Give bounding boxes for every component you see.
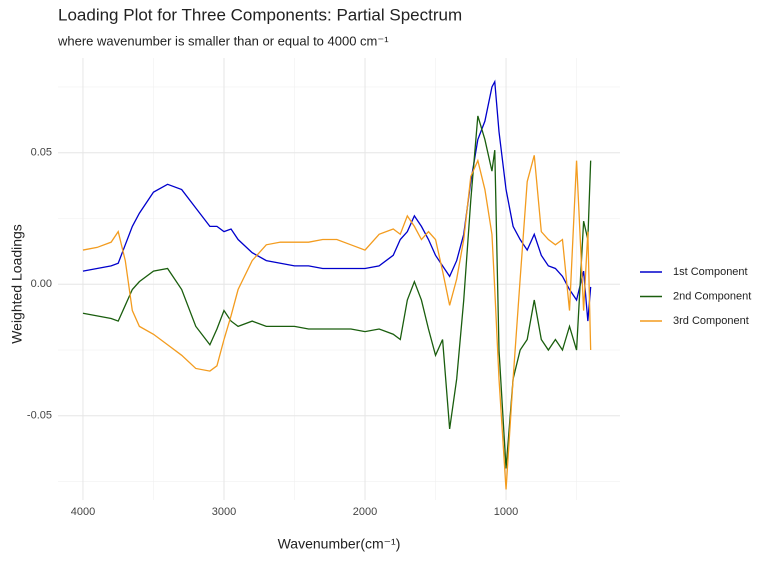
x-tick-label: 2000 <box>353 506 377 518</box>
line-series <box>82 155 592 490</box>
y-tick-label: -0.05 <box>27 410 52 422</box>
x-tick-label: 3000 <box>212 506 236 518</box>
x-axis-title: Wavenumber(cm⁻¹) <box>278 536 401 552</box>
chart-title: Loading Plot for Three Components: Parti… <box>58 5 462 24</box>
line-series <box>82 79 592 322</box>
y-tick-label: 0.00 <box>31 278 52 290</box>
y-axis-title: Weighted Loadings <box>9 224 25 344</box>
legend-label: 2nd Component <box>673 290 751 302</box>
chart-subtitle: where wavenumber is smaller than or equa… <box>57 33 389 48</box>
x-tick-label: 1000 <box>494 506 518 518</box>
y-tick-label: 0.05 <box>31 147 52 159</box>
line-series <box>82 115 592 469</box>
legend-label: 1st Component <box>673 266 748 278</box>
legend-label: 3rd Component <box>673 315 749 327</box>
x-tick-label: 4000 <box>71 506 95 518</box>
